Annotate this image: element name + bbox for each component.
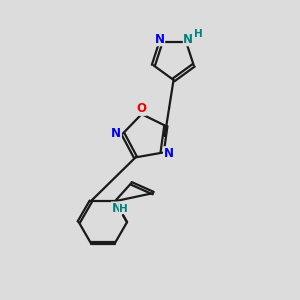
Text: N: N (183, 33, 194, 46)
Text: H: H (119, 204, 128, 214)
Text: N: N (111, 127, 122, 140)
Text: N: N (164, 147, 174, 160)
Text: O: O (136, 102, 146, 115)
Text: N: N (154, 33, 165, 46)
Text: N: N (111, 202, 122, 215)
Text: H: H (194, 29, 203, 39)
